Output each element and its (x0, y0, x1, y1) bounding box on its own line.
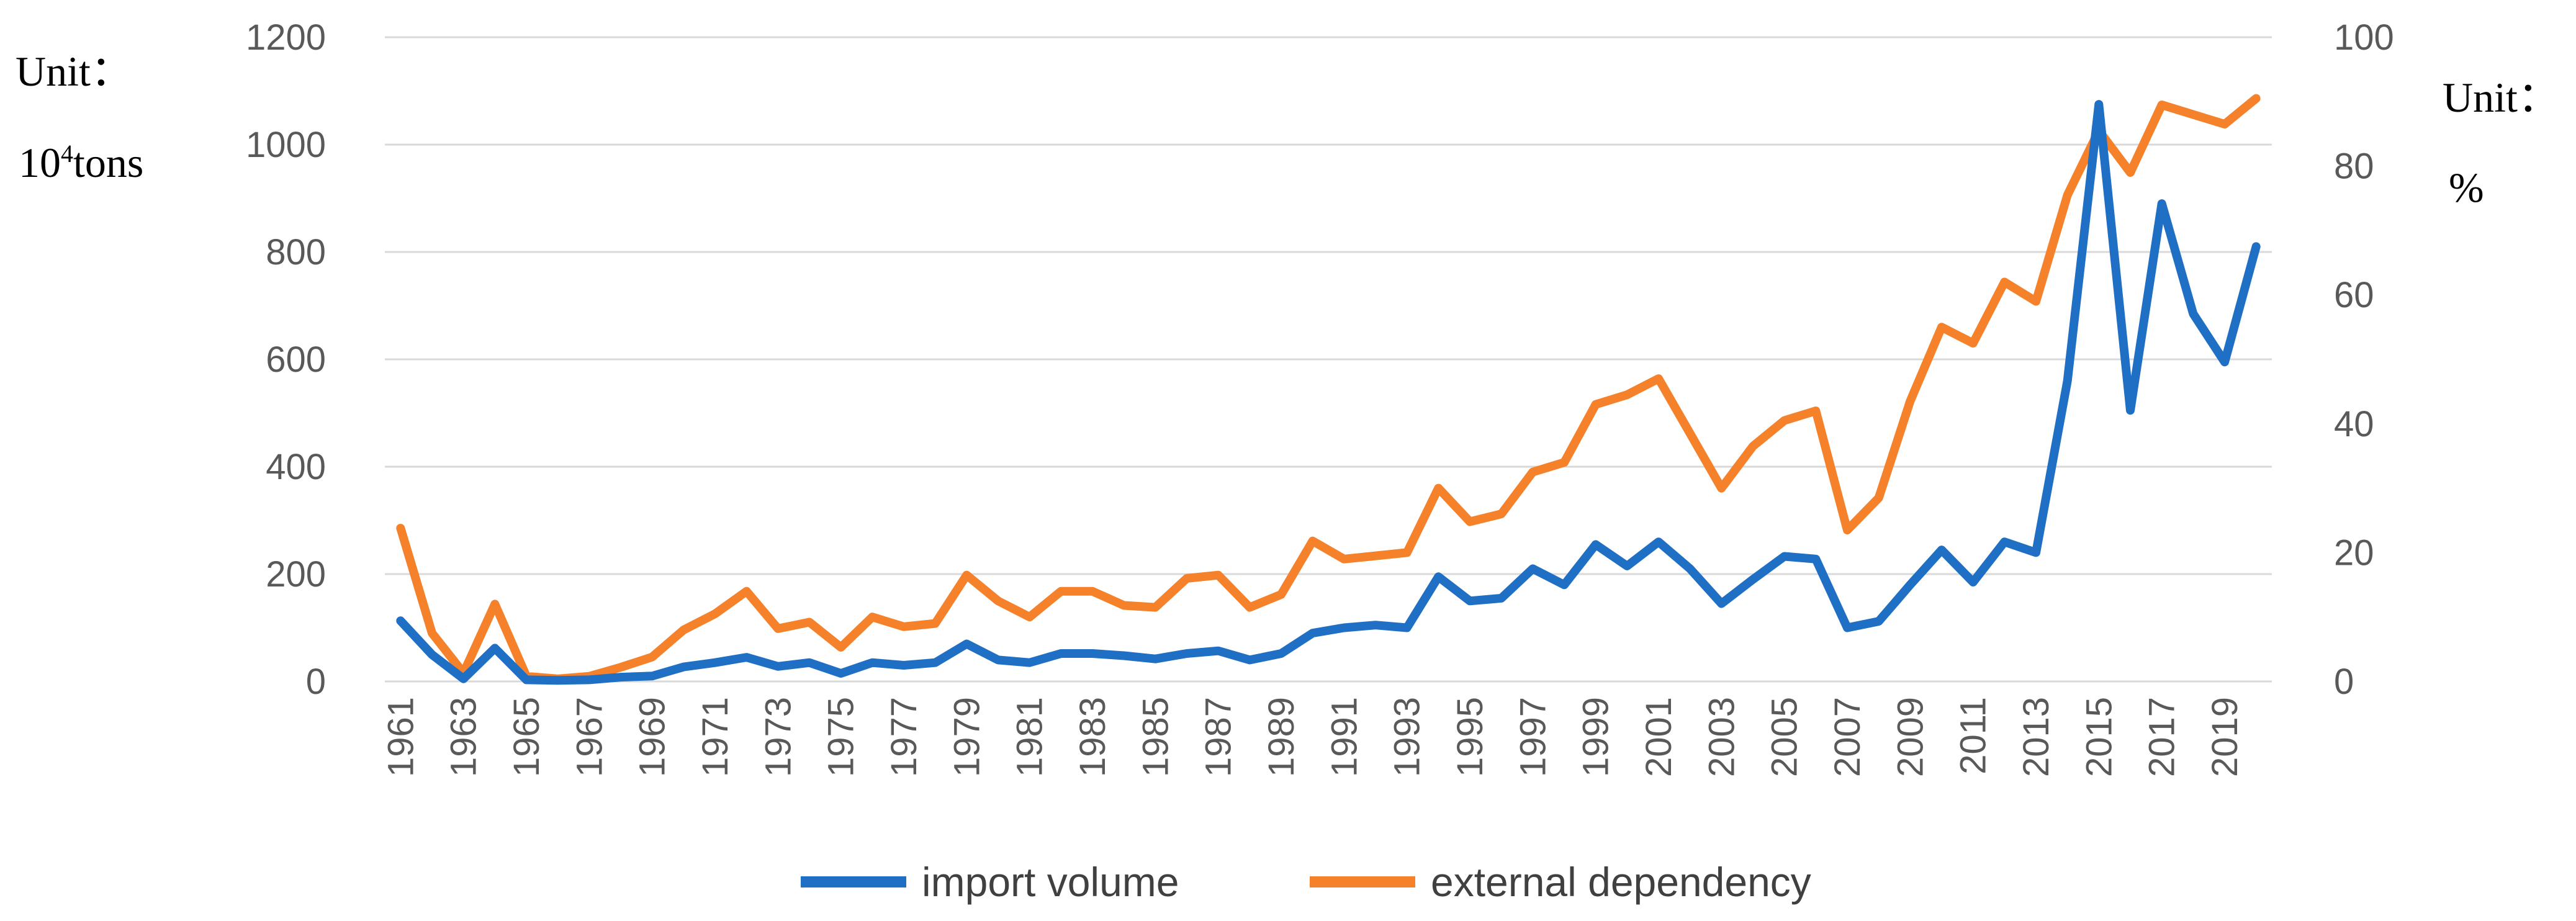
x-tick-label: 2007 (1827, 697, 1868, 777)
series-lines (396, 94, 2261, 685)
x-tick-label: 1967 (569, 697, 610, 777)
x-tick-label: 2017 (2142, 697, 2182, 777)
right-y-tick-label: 80 (2334, 146, 2374, 187)
x-tick-label: 1961 (381, 697, 421, 777)
legend-label-import-volume: import volume (922, 859, 1179, 905)
right-axis-unit-label: Unit： (2443, 74, 2560, 121)
left-y-tick-label: 800 (266, 232, 326, 272)
x-tick-label: 1963 (444, 697, 484, 777)
right-y-tick-label: 20 (2334, 532, 2374, 573)
x-tick-label: 1993 (1387, 697, 1428, 777)
left-y-tick-label: 1200 (246, 17, 326, 58)
left-y-axis-ticks: 0 200 400 600 800 1000 1200 (246, 17, 326, 702)
x-tick-label: 1979 (947, 697, 987, 777)
x-tick-label: 1987 (1199, 697, 1239, 777)
x-tick-label: 1965 (507, 697, 547, 777)
x-tick-label: 1991 (1324, 697, 1364, 777)
left-axis-unit-value: 104tons (19, 139, 143, 186)
x-tick-label: 1971 (695, 697, 736, 777)
x-tick-label: 2001 (1639, 697, 1679, 777)
right-y-axis-ticks: 0 20 40 60 80 100 (2334, 17, 2394, 702)
gridlines (385, 36, 2272, 575)
x-tick-label: 1975 (821, 697, 862, 777)
x-tick-label: 2009 (1890, 697, 1930, 777)
left-y-tick-label: 1000 (246, 125, 326, 165)
x-tick-label: 1989 (1261, 697, 1302, 777)
x-tick-label: 1973 (758, 697, 798, 777)
x-tick-label: 1999 (1576, 697, 1616, 777)
right-y-tick-label: 60 (2334, 275, 2374, 315)
x-tick-label: 2015 (2079, 697, 2119, 777)
left-y-tick-label: 0 (306, 662, 326, 702)
series-line-external-dependency (396, 94, 2261, 683)
legend: import volume external dependency (801, 859, 1811, 905)
x-tick-label: 2005 (1765, 697, 1805, 777)
left-y-tick-label: 400 (266, 447, 326, 487)
x-tick-label: 1985 (1135, 697, 1176, 777)
x-tick-label: 1969 (633, 697, 673, 777)
x-tick-label: 1981 (1010, 697, 1050, 777)
left-y-tick-label: 200 (266, 554, 326, 595)
x-tick-label: 1997 (1513, 697, 1553, 777)
left-y-tick-label: 600 (266, 339, 326, 380)
x-axis-ticks: 1961 1963 1965 1967 1969 1971 1973 1975 1977 1979… (381, 697, 2245, 777)
legend-label-external-dependency: external dependency (1431, 859, 1811, 905)
right-axis-unit-value: % (2449, 164, 2484, 211)
x-tick-label: 2019 (2205, 697, 2245, 777)
x-tick-label: 2011 (1953, 697, 1994, 775)
x-tick-label: 1977 (884, 697, 924, 777)
x-tick-label: 1983 (1073, 697, 1113, 777)
right-y-tick-label: 40 (2334, 404, 2374, 444)
x-tick-label: 2003 (1701, 697, 1742, 777)
x-tick-label: 1995 (1450, 697, 1490, 777)
series-line-import-volume (396, 100, 2261, 685)
right-y-tick-label: 0 (2334, 662, 2354, 702)
right-y-tick-label: 100 (2334, 17, 2394, 58)
x-tick-label: 2013 (2016, 697, 2056, 777)
left-axis-unit-label: Unit： (16, 48, 133, 95)
